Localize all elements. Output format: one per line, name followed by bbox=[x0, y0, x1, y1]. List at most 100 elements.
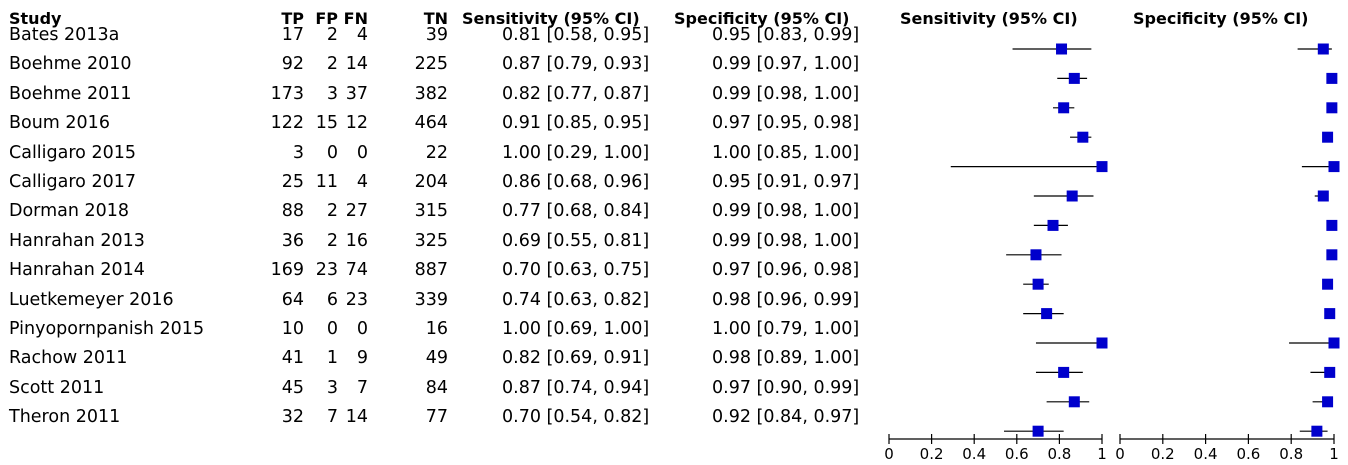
sensitivity-point-estimate bbox=[1041, 308, 1053, 320]
sensitivity-tick-label: 0.4 bbox=[962, 445, 986, 463]
specificity-point-estimate bbox=[1322, 396, 1334, 408]
sensitivity-ci-text: 1.00 [0.69, 1.00] bbox=[502, 319, 650, 339]
sensitivity-point-estimate bbox=[1068, 72, 1080, 84]
fn-value: 9 bbox=[356, 348, 368, 369]
tp-value: 25 bbox=[281, 172, 304, 192]
specificity-tick-label: 0.6 bbox=[1236, 445, 1260, 463]
specificity-ci-text: 0.99 [0.98, 1.00] bbox=[712, 201, 860, 222]
fp-value: 6 bbox=[326, 289, 338, 310]
fp-value: 7 bbox=[326, 407, 338, 428]
study-name: Scott 2011 bbox=[9, 377, 105, 398]
sensitivity-point-estimate bbox=[1032, 425, 1044, 437]
specificity-point-estimate bbox=[1328, 161, 1340, 173]
study-name: Bates 2013a bbox=[9, 25, 120, 45]
tp-value: 64 bbox=[281, 289, 304, 310]
study-name: Boehme 2010 bbox=[9, 54, 132, 75]
specificity-point-estimate bbox=[1324, 366, 1336, 378]
tp-value: 10 bbox=[281, 319, 304, 339]
sensitivity-ci-text: 0.69 [0.55, 0.81] bbox=[502, 230, 650, 251]
fn-value: 4 bbox=[356, 172, 368, 192]
tn-value: 315 bbox=[414, 201, 448, 222]
tn-value: 382 bbox=[414, 83, 448, 104]
specificity-ci-text: 0.98 [0.89, 1.00] bbox=[712, 348, 860, 369]
fp-value: 0 bbox=[326, 319, 338, 339]
specificity-point-estimate bbox=[1317, 190, 1329, 202]
tp-value: 122 bbox=[270, 113, 304, 134]
sensitivity-ci-text: 0.81 [0.58, 0.95] bbox=[502, 25, 650, 45]
sensitivity-ci-text: 0.74 [0.63, 0.82] bbox=[502, 289, 650, 310]
sensitivity-point-estimate bbox=[1058, 366, 1070, 378]
sensitivity-ci-text: 0.77 [0.68, 0.84] bbox=[502, 201, 650, 222]
study-name: Boum 2016 bbox=[9, 113, 110, 134]
study-name: Hanrahan 2014 bbox=[9, 260, 145, 281]
tp-value: 41 bbox=[281, 348, 304, 369]
fn-value: 23 bbox=[345, 289, 368, 310]
tn-value: 325 bbox=[414, 230, 448, 251]
header-tp: TP bbox=[281, 9, 304, 28]
tn-value: 22 bbox=[425, 142, 448, 163]
fn-value: 0 bbox=[356, 319, 368, 339]
study-name: Pinyopornpanish 2015 bbox=[9, 319, 205, 339]
tp-value: 3 bbox=[292, 142, 304, 163]
tp-value: 88 bbox=[281, 201, 304, 222]
specificity-ci-text: 1.00 [0.79, 1.00] bbox=[712, 319, 860, 339]
specificity-ci-text: 0.99 [0.97, 1.00] bbox=[712, 54, 860, 75]
specificity-point-estimate bbox=[1328, 337, 1340, 349]
tn-value: 464 bbox=[414, 113, 448, 134]
study-name: Dorman 2018 bbox=[9, 201, 130, 222]
sensitivity-ci-text: 0.70 [0.54, 0.82] bbox=[502, 407, 650, 428]
fp-value: 3 bbox=[326, 377, 338, 398]
specificity-ci-text: 0.95 [0.83, 0.99] bbox=[712, 25, 860, 45]
fp-value: 2 bbox=[326, 230, 338, 251]
sensitivity-tick-label: 0 bbox=[884, 445, 894, 463]
study-name: Luetkemeyer 2016 bbox=[9, 289, 174, 310]
tp-value: 92 bbox=[281, 54, 304, 75]
fn-value: 27 bbox=[345, 201, 368, 222]
specificity-tick-label: 0.8 bbox=[1279, 445, 1303, 463]
header-plot-sensitivity: Sensitivity (95% CI) bbox=[900, 9, 1078, 28]
study-name: Calligaro 2015 bbox=[9, 142, 136, 163]
header-fn: FN bbox=[343, 9, 368, 28]
sensitivity-point-estimate bbox=[1096, 161, 1108, 173]
header-study: Study bbox=[9, 9, 62, 28]
specificity-ci-text: 0.95 [0.91, 0.97] bbox=[712, 172, 860, 192]
tp-value: 173 bbox=[270, 83, 304, 104]
fn-value: 7 bbox=[356, 377, 368, 398]
header-plot-specificity: Specificity (95% CI) bbox=[1133, 9, 1309, 28]
specificity-ci-text: 1.00 [0.85, 1.00] bbox=[712, 142, 860, 163]
fn-value: 37 bbox=[345, 83, 368, 104]
tn-value: 84 bbox=[425, 377, 448, 398]
specificity-ci-text: 0.97 [0.95, 0.98] bbox=[712, 113, 860, 134]
tn-value: 16 bbox=[425, 319, 448, 339]
specificity-point-estimate bbox=[1317, 43, 1329, 55]
sensitivity-point-estimate bbox=[1066, 190, 1078, 202]
specificity-point-estimate bbox=[1324, 308, 1336, 320]
sensitivity-ci-text: 0.91 [0.85, 0.95] bbox=[502, 113, 650, 134]
study-name: Theron 2011 bbox=[9, 407, 121, 428]
fp-value: 1 bbox=[326, 348, 338, 369]
sensitivity-ci-text: 0.87 [0.74, 0.94] bbox=[502, 377, 650, 398]
sensitivity-point-estimate bbox=[1068, 396, 1080, 408]
specificity-tick-label: 0 bbox=[1115, 445, 1125, 463]
sensitivity-point-estimate bbox=[1030, 249, 1042, 261]
fn-value: 14 bbox=[345, 407, 368, 428]
sensitivity-ci-text: 0.70 [0.63, 0.75] bbox=[502, 260, 650, 281]
header-specificity-ci: Specificity (95% CI) bbox=[674, 9, 850, 28]
tn-value: 39 bbox=[425, 25, 448, 45]
specificity-ci-text: 0.98 [0.96, 0.99] bbox=[712, 289, 860, 310]
fp-value: 23 bbox=[315, 260, 338, 281]
tp-value: 17 bbox=[281, 25, 304, 45]
specificity-ci-text: 0.92 [0.84, 0.97] bbox=[712, 407, 860, 428]
fn-value: 14 bbox=[345, 54, 368, 75]
tp-value: 169 bbox=[270, 260, 304, 281]
study-name: Hanrahan 2013 bbox=[9, 230, 145, 251]
fp-value: 11 bbox=[315, 172, 338, 192]
fp-value: 2 bbox=[326, 54, 338, 75]
tn-value: 339 bbox=[414, 289, 448, 310]
header-sensitivity-ci: Sensitivity (95% CI) bbox=[462, 9, 640, 28]
sensitivity-ci-text: 0.82 [0.69, 0.91] bbox=[502, 348, 650, 369]
sensitivity-point-estimate bbox=[1047, 219, 1059, 231]
tn-value: 225 bbox=[414, 54, 448, 75]
specificity-point-estimate bbox=[1322, 131, 1334, 143]
